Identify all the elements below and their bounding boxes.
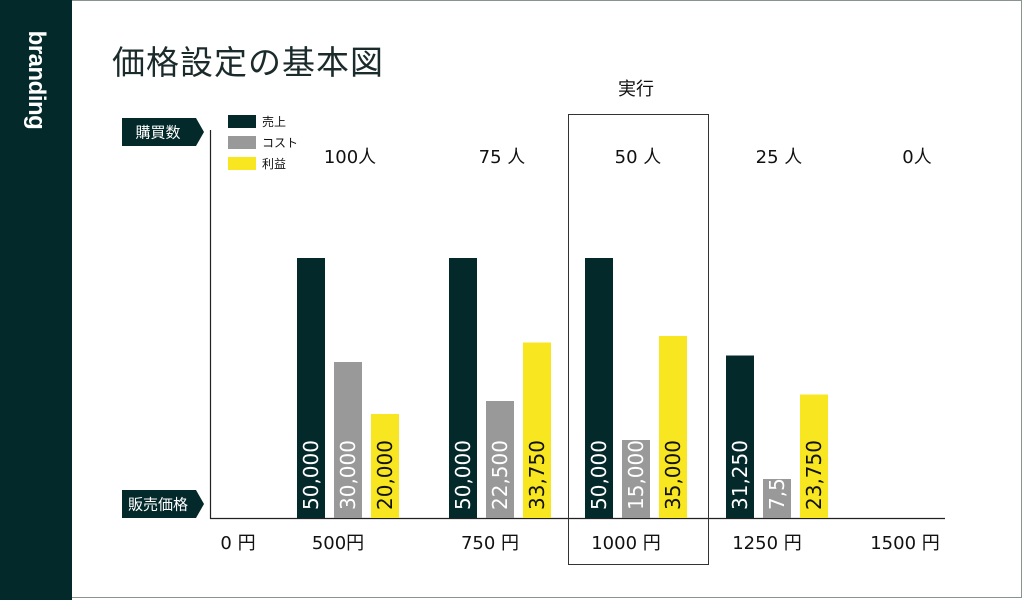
price-tick-label: 1250 円 (732, 533, 802, 554)
bar-value-label: 30,000 (336, 440, 360, 510)
bar-revenue (297, 258, 325, 518)
bar-profit (371, 414, 399, 518)
buyer-count-label: 100人 (324, 147, 376, 168)
bar-value-label: 15,000 (624, 440, 648, 510)
price-tick-label: 1000 円 (591, 533, 661, 554)
price-tick-label: 500円 (312, 533, 364, 554)
bar-value-label: 23,750 (802, 440, 826, 510)
bar-cost (622, 440, 650, 518)
bar-value-label: 7,500 (765, 453, 789, 510)
bar-revenue (726, 355, 754, 518)
bar-profit (800, 394, 828, 518)
price-tick-label: 0 円 (220, 533, 255, 554)
bar-value-label: 22,500 (488, 440, 512, 510)
legend-label-cost: コスト (262, 136, 298, 150)
x-axis-tag-shape (122, 490, 204, 518)
highlight-label: 実行 (618, 79, 654, 100)
y-axis-tag-shape (122, 118, 204, 146)
bar-profit (659, 336, 687, 518)
x-axis-tag: 販売価格 (122, 490, 204, 518)
bar-revenue (585, 258, 613, 518)
buyer-count-label: 0人 (902, 147, 931, 168)
buyer-count-label: 50 人 (615, 147, 662, 168)
y-axis-tag: 購買数 (122, 118, 204, 146)
bar-cost (763, 479, 791, 518)
buyer-count-label: 75 人 (479, 147, 526, 168)
bar-profit (523, 342, 551, 518)
bar-value-label: 50,000 (587, 440, 611, 510)
bar-value-label: 35,000 (661, 440, 685, 510)
legend-label-revenue: 売上 (262, 114, 286, 129)
highlight-box (568, 114, 709, 565)
buyer-count-label: 25 人 (756, 147, 803, 168)
bar-value-label: 50,000 (299, 440, 323, 510)
legend-swatch-profit (228, 157, 256, 170)
legend-swatch-revenue (228, 115, 256, 128)
x-axis-tag-label: 販売価格 (128, 496, 188, 514)
bar-cost (334, 362, 362, 518)
y-axis-tag-label: 購買数 (135, 124, 180, 142)
brand-sidebar: branding (0, 0, 72, 600)
bar-value-label: 50,000 (451, 440, 475, 510)
bar-value-label: 20,000 (373, 440, 397, 510)
legend-swatch-cost (228, 136, 256, 149)
bar-revenue (449, 258, 477, 518)
bar-cost (486, 401, 514, 518)
bar-value-label: 31,250 (728, 440, 752, 510)
legend-label-profit: 利益 (262, 157, 286, 171)
price-tick-label: 750 円 (461, 533, 519, 554)
bar-value-label: 33,750 (525, 440, 549, 510)
price-tick-label: 1500 円 (870, 533, 940, 554)
page-title: 価格設定の基本図 (112, 43, 384, 82)
